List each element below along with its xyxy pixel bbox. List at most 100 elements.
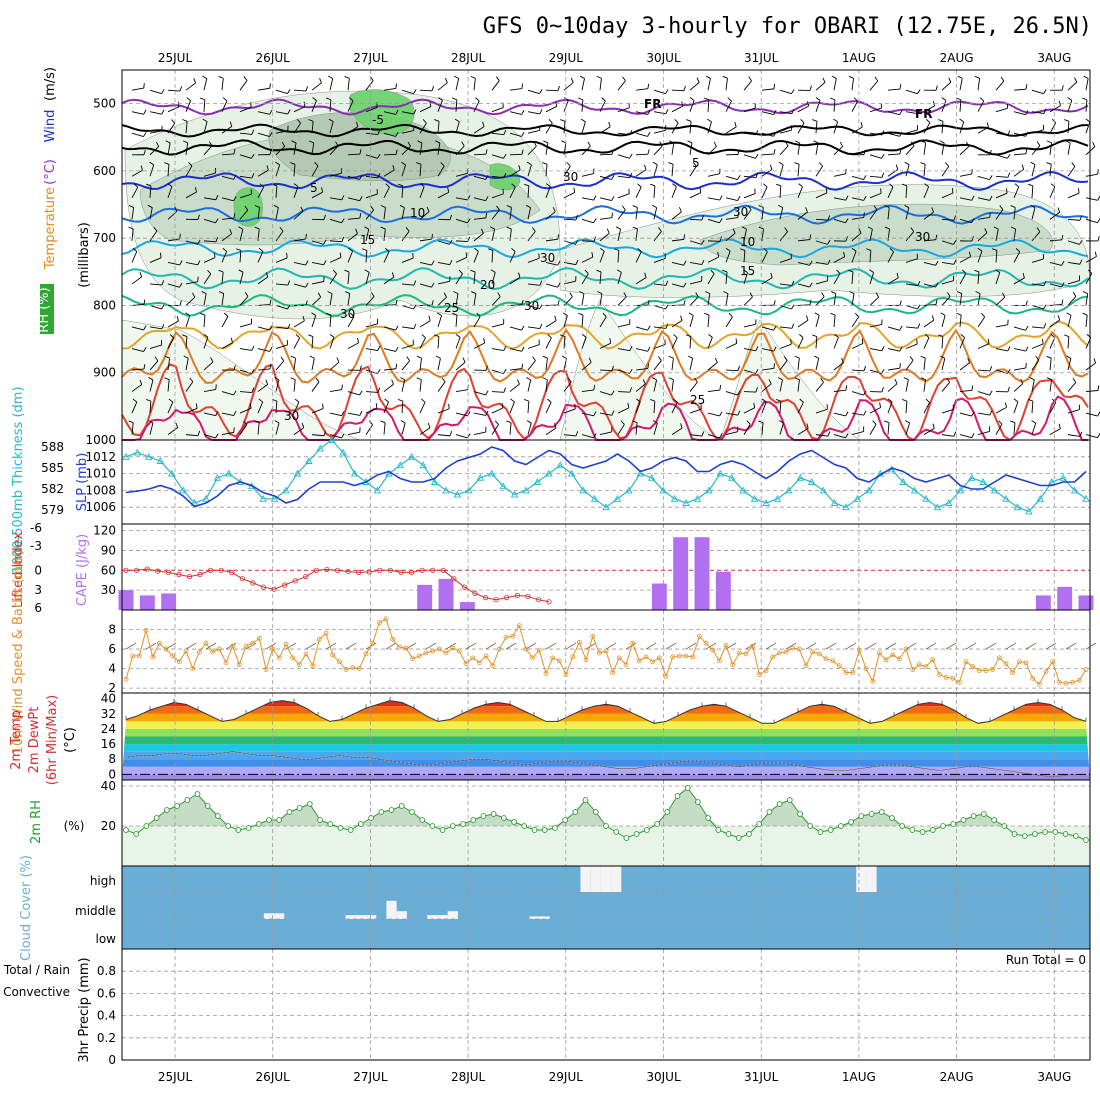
wind-barb-tick [168, 398, 174, 403]
rh-marker [970, 813, 977, 819]
temp-tick-label: 24 [101, 722, 116, 736]
wind-barb [1049, 319, 1061, 328]
wind-barb [311, 408, 324, 414]
wind-barb [401, 305, 414, 310]
wind-barb [473, 217, 486, 220]
wind-barb-tick [881, 172, 885, 178]
temperature-band [122, 713, 1090, 722]
wind-speed-marker [576, 639, 582, 645]
wind-barb-tick [1061, 85, 1064, 91]
wind-barb-tick [175, 422, 179, 428]
lifted-index-marker [144, 566, 150, 572]
wind-barb-tick [420, 398, 426, 403]
wind-speed-marker [1003, 661, 1009, 667]
wind-barb-tick [863, 175, 867, 180]
wind-barb [167, 261, 180, 266]
rh-marker [960, 817, 967, 823]
wind-barb [491, 107, 504, 113]
wind-barb [437, 142, 441, 155]
wind-barb [149, 360, 159, 371]
wind-barb [851, 232, 862, 242]
wind-barb-tick [875, 292, 880, 298]
wind-barb [545, 337, 552, 349]
wind-barb-tick [579, 291, 585, 295]
wind-barb [149, 283, 162, 286]
wind-barb [833, 314, 836, 328]
wind-barb-tick [989, 390, 993, 396]
wind-barb-tick [746, 420, 751, 425]
wind-barb [635, 422, 638, 435]
wind-barb-tick [431, 85, 435, 91]
wind-barb [1049, 379, 1053, 392]
wind-barb-tick [874, 76, 879, 82]
wind-barb-tick [968, 251, 971, 257]
wind-barb-tick [899, 148, 902, 155]
wind-barb-tick [614, 248, 620, 251]
cape-bar [417, 584, 433, 610]
wind-barb [311, 191, 323, 199]
wind-barb [995, 209, 1004, 220]
wind-barb-tick [395, 83, 397, 89]
wind-barb-tick [188, 161, 193, 167]
wind-barb-tick [866, 248, 872, 251]
wind-barb [167, 210, 178, 220]
wind-barb [329, 78, 334, 91]
wind-barb-tick [391, 272, 395, 278]
wind-barb [473, 342, 485, 349]
wind-barb [365, 391, 379, 393]
bottom-date-label: 26JUL [256, 1070, 291, 1084]
wind-barb-tick [179, 282, 183, 288]
wind-speed-marker [696, 633, 702, 639]
slp-marker [122, 452, 130, 460]
wind-barb [275, 111, 288, 115]
wind-speed-marker [356, 666, 362, 671]
wind-barb [131, 348, 144, 352]
wind-barb [995, 175, 1008, 178]
wind-barb [581, 337, 587, 349]
wind-barb-tick [956, 97, 962, 101]
wind-barb [221, 412, 234, 417]
wind-barb [347, 316, 355, 328]
lifted-index-axis-title: Lifted Index [11, 531, 26, 608]
wind-barb [743, 250, 746, 263]
top-date-label: 27JUL [353, 51, 388, 65]
slp-marker [1082, 494, 1090, 502]
wind-barb [671, 283, 684, 288]
wind-barb [851, 126, 863, 134]
wind-barb [725, 126, 737, 134]
wind-barb-tick [143, 346, 147, 352]
wind-barb [239, 106, 252, 113]
wind-barb-tick [673, 334, 678, 339]
wind-barb-tick [454, 118, 460, 123]
wind-barb [365, 154, 378, 159]
wind-barb-tick [517, 379, 520, 385]
wind-barb-tick [542, 355, 548, 359]
wind-barb [941, 296, 951, 306]
thickness-tick-label: 585 [41, 461, 64, 475]
surface-wind-barb [805, 642, 817, 650]
wind-barb-tick [791, 304, 795, 310]
wind-barb-tick [254, 420, 260, 424]
wind-barb [1067, 192, 1080, 199]
wind-barb [383, 186, 390, 199]
wind-barb-tick [290, 377, 296, 381]
lifted-index-marker [176, 571, 182, 578]
wind-barb [383, 276, 395, 285]
wind-barb-tick [364, 226, 369, 230]
bottom-date-label: 29JUL [549, 1070, 584, 1084]
wind-barb-tick [657, 356, 662, 361]
wind-barb-tick [222, 247, 227, 252]
wind-barb-tick [419, 183, 425, 187]
wind-barb-tick [755, 172, 759, 178]
temperature-label: 15 [740, 264, 755, 278]
wind-barb [599, 232, 610, 242]
wind-barb [491, 229, 496, 241]
temperature-contour [121, 327, 1089, 384]
slp-marker [693, 494, 702, 502]
lifted-index-marker [123, 567, 129, 573]
wind-barb-tick [1097, 385, 1100, 391]
wind-barb [851, 216, 864, 220]
wind-barb [833, 146, 843, 156]
wind-barb-tick [251, 153, 255, 159]
